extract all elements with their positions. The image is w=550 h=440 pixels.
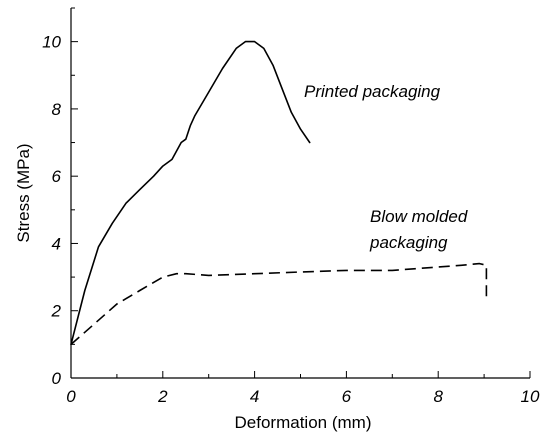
series-printed-packaging — [70, 40, 311, 346]
annotation-blow-molded-line2: packaging — [369, 233, 448, 252]
x-tick-label: 0 — [66, 387, 76, 406]
y-tick-label: 4 — [52, 234, 61, 253]
x-tick-label: 6 — [342, 387, 352, 406]
axes — [70, 8, 530, 379]
y-tick-label: 6 — [52, 167, 62, 186]
annotation-printed: Printed packaging — [304, 82, 441, 101]
x-axis-title: Deformation (mm) — [235, 413, 372, 432]
annotation-layer: Printed packaging Blow molded packaging — [304, 82, 468, 252]
x-tick-label: 8 — [433, 387, 443, 406]
x-tick-label: 4 — [250, 387, 259, 406]
y-tick-label: 2 — [51, 302, 62, 321]
annotation-blow-molded-line1: Blow molded — [370, 207, 468, 226]
series-layer — [70, 40, 488, 346]
y-axis-title: Stress (MPa) — [14, 143, 33, 242]
ticks: 0 2 4 6 8 10 0 2 4 6 8 10 — [42, 7, 540, 406]
series-blow-molded-packaging — [70, 262, 488, 346]
y-tick-label: 0 — [52, 369, 62, 388]
x-tick-label: 2 — [157, 387, 168, 406]
y-tick-label: 10 — [42, 33, 61, 52]
x-tick-label: 10 — [521, 387, 540, 406]
y-tick-label: 8 — [52, 100, 62, 119]
